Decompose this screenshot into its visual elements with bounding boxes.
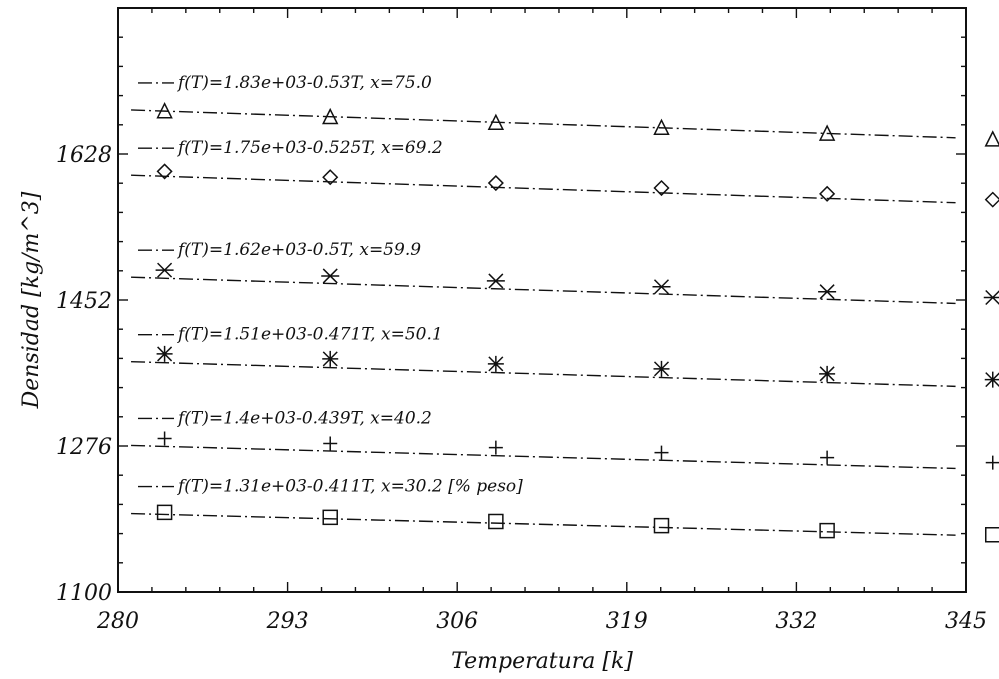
data-point-diamond [322,169,339,186]
data-point-diamond [984,191,999,208]
x-tick-label: 319 [606,609,648,634]
data-point-asterisk [322,350,339,367]
data-point-triangle [653,118,670,136]
data-point-square [488,513,504,530]
data-point-diamond [653,179,670,197]
fit-line [131,360,956,388]
data-point-asterisk [984,371,999,388]
data-point-plus [488,440,503,455]
data-point-square [653,517,670,534]
x-tick-label: 280 [96,609,139,634]
series-equation-label: f(T)=1.4e+03-0.439T, x=40.2 [176,408,432,428]
data-point-triangle [487,113,505,131]
y-axis-title: Densidad [kg/m^3] [19,191,44,409]
series-equation-label: f(T)=1.75e+03-0.525T, x=69.2 [176,138,443,158]
y-tick-label: 1100 [56,581,112,606]
x-axis-title: Temperatura [k] [451,649,633,674]
data-point-asterisk [653,360,670,377]
data-markers [155,102,999,543]
data-point-asterisk [156,345,173,362]
data-point-plus [654,445,669,460]
x-tick-label: 332 [775,609,817,634]
data-point-triangle [818,124,836,141]
data-point-x [486,273,505,289]
x-tick-label: 345 [945,609,987,634]
series-equation-label: f(T)=1.31e+03-0.411T, x=30.2 [% peso] [176,477,523,497]
y-tick-label: 1276 [56,435,112,460]
data-point-asterisk [487,355,504,372]
data-point-square [984,527,999,543]
data-point-plus [985,455,999,470]
data-point-diamond [156,163,173,180]
series-equation-label: f(T)=1.62e+03-0.5T, x=59.9 [176,240,421,260]
data-point-x [321,268,340,284]
data-point-plus [820,450,835,465]
data-point-diamond [487,174,504,192]
equation-labels: f(T)=1.83e+03-0.53T, x=75.0 f(T)=1.75e+03… [138,73,523,497]
fit-line [131,444,956,470]
data-point-triangle [984,130,999,147]
fit-line [131,109,956,139]
data-point-x [155,262,174,278]
data-point-x [983,289,999,306]
y-tick-label: 1628 [56,143,112,168]
tick-labels: 280 293 306 319 332 345 1100 1276 1452 1628 [56,143,987,634]
fit-lines [131,109,956,536]
data-point-plus [323,436,338,451]
fit-line [131,276,956,305]
data-point-square [819,522,835,539]
series-equation-label: f(T)=1.51e+03-0.471T, x=50.1 [176,325,443,345]
data-point-asterisk [819,365,836,382]
data-point-diamond [819,185,836,202]
data-point-x [652,279,671,295]
fit-line [131,512,956,536]
data-point-x [818,284,837,300]
data-point-triangle [156,102,173,119]
fit-line [131,174,956,204]
axis-ticks [117,8,967,593]
x-tick-label: 293 [266,609,309,634]
data-point-plus [157,431,172,446]
data-point-triangle [322,107,339,125]
x-tick-label: 306 [436,609,478,634]
data-point-square [322,509,338,526]
data-point-square [156,504,173,521]
y-tick-label: 1452 [56,289,112,314]
series-equation-label: f(T)=1.83e+03-0.53T, x=75.0 [176,73,432,93]
